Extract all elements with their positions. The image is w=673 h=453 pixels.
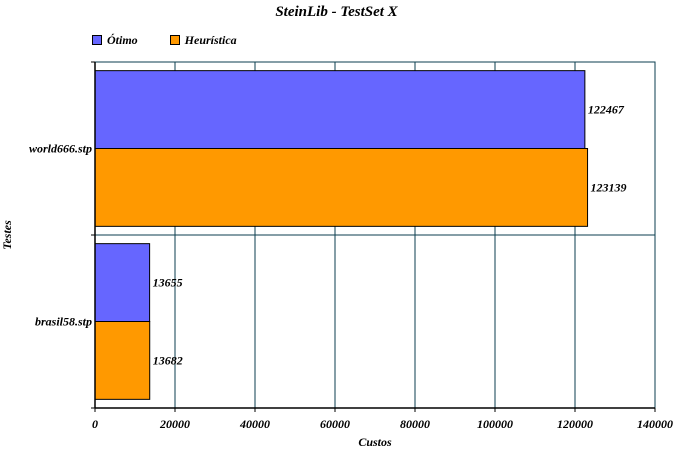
data-label: 123139	[591, 180, 627, 194]
data-label: 13655	[153, 276, 183, 290]
chart-title: SteinLib - TestSet X	[275, 4, 398, 20]
data-label: 13682	[153, 353, 183, 367]
x-tick-label: 60000	[320, 417, 350, 431]
x-tick-label: 20000	[159, 417, 190, 431]
legend-item-heuristica: Heurística	[169, 32, 237, 48]
category-label: world666.stp	[29, 142, 92, 156]
bar	[94, 321, 151, 400]
x-tick-label: 40000	[239, 417, 270, 431]
x-axis-title: Custos	[358, 435, 392, 449]
x-tick-label: 0	[92, 417, 98, 431]
x-tick-label: 140000	[637, 417, 673, 431]
data-label: 122467	[588, 103, 625, 117]
legend: Ótimo Heurística	[92, 32, 269, 48]
x-tick-label: 100000	[477, 417, 513, 431]
legend-label-otimo: Ótimo	[107, 32, 138, 47]
bar	[94, 70, 586, 149]
legend-item-otimo: Ótimo	[92, 33, 138, 48]
x-tick-label: 80000	[400, 417, 430, 431]
x-tick-label: 120000	[557, 417, 593, 431]
category-label: brasil58.stp	[35, 315, 92, 329]
legend-swatch-otimo	[92, 35, 102, 45]
bar	[94, 148, 589, 227]
bar	[94, 243, 151, 322]
legend-label-heuristica: Heurística	[184, 32, 237, 47]
y-axis-title: Testes	[0, 220, 14, 250]
legend-swatch-heuristica	[169, 35, 180, 45]
